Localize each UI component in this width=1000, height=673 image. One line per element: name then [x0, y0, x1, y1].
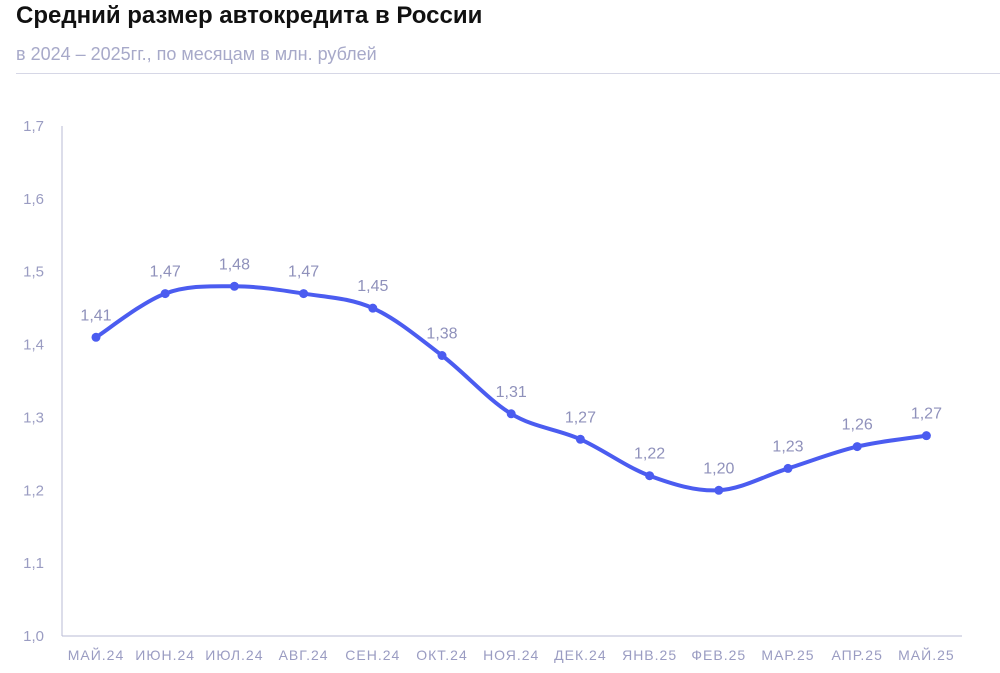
data-point [645, 471, 655, 481]
series-auto-loan [91, 281, 931, 495]
x-tick-label: АПР.25 [831, 647, 882, 663]
data-label: 1,22 [634, 446, 665, 463]
data-label: 1,26 [842, 417, 873, 434]
x-axis: МАЙ.24 ИЮН.24 ИЮЛ.24 АВГ.24 СЕН.24 ОКТ.24 НОЯ.… [62, 635, 962, 663]
data-point [299, 289, 309, 299]
y-tick-label: 1,7 [23, 118, 44, 135]
data-label: 1,27 [911, 406, 942, 423]
data-label: 1,23 [772, 438, 803, 455]
x-tick-label: ОКТ.24 [416, 647, 468, 663]
x-tick-label: ИЮЛ.24 [205, 647, 263, 663]
y-tick-label: 1,3 [23, 409, 44, 426]
x-tick-label: АВГ.24 [279, 647, 329, 663]
data-point [368, 303, 378, 313]
y-tick-label: 1,5 [23, 264, 44, 281]
y-tick-label: 1,1 [23, 555, 44, 572]
x-tick-label: ИЮН.24 [135, 647, 195, 663]
data-labels: 1,41 1,47 1,48 1,47 1,45 1,38 1,31 1,27 1,22 1,20… [80, 256, 942, 477]
data-point [714, 485, 724, 495]
x-tick-label: МАЙ.25 [898, 646, 955, 663]
x-tick-label: МАР.25 [761, 647, 814, 663]
chart-title: Средний размер автокредита в России [16, 2, 483, 29]
data-point [921, 431, 931, 441]
data-label: 1,48 [219, 256, 250, 273]
x-tick-label: МАЙ.24 [68, 646, 125, 663]
data-label: 1,47 [150, 264, 181, 281]
x-tick-label: ФЕВ.25 [691, 647, 746, 663]
data-label: 1,47 [288, 264, 319, 281]
chart-subtitle: в 2024 – 2025гг., по месяцам в млн. рубл… [16, 44, 377, 64]
data-point [506, 409, 516, 419]
data-point [437, 351, 447, 360]
data-point [91, 332, 101, 342]
data-label: 1,27 [565, 409, 596, 426]
data-label: 1,20 [703, 460, 734, 477]
y-tick-label: 1,6 [23, 191, 44, 208]
data-point [852, 442, 862, 452]
data-point [229, 281, 239, 291]
data-point [783, 463, 793, 473]
y-tick-label: 1,4 [23, 337, 44, 354]
x-tick-label: НОЯ.24 [483, 647, 539, 663]
y-tick-label: 1,0 [23, 628, 44, 645]
y-axis: 1,0 1,1 1,2 1,3 1,4 1,5 1,6 1,7 [23, 118, 63, 645]
data-point [160, 289, 170, 299]
x-tick-label: СЕН.24 [345, 647, 400, 663]
data-label: 1,45 [357, 278, 388, 295]
data-label: 1,31 [496, 384, 527, 401]
x-tick-label: ЯНВ.25 [622, 647, 677, 663]
data-point [575, 434, 585, 444]
data-label: 1,41 [80, 307, 111, 324]
header-divider [16, 73, 1000, 74]
y-tick-label: 1,2 [23, 482, 44, 499]
x-tick-label: ДЕК.24 [554, 647, 606, 663]
data-label: 1,38 [426, 326, 457, 343]
